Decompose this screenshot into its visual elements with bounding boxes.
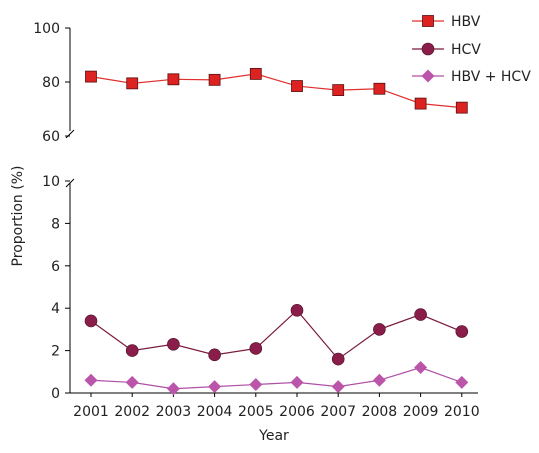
x-tick-label: 2009 bbox=[403, 404, 439, 420]
legend-item: HCV bbox=[412, 42, 481, 58]
data-point bbox=[84, 314, 98, 328]
data-point bbox=[125, 375, 139, 389]
y-tick-label: 4 bbox=[51, 301, 60, 317]
y-tick-label: 0 bbox=[51, 386, 60, 402]
y-axis-title: Proportion (%) bbox=[10, 166, 26, 267]
data-point bbox=[414, 97, 427, 110]
data-point bbox=[249, 342, 263, 355]
data-point bbox=[126, 77, 139, 90]
data-point bbox=[372, 373, 386, 387]
y-axis-break-upper bbox=[65, 129, 75, 139]
series-line bbox=[90, 366, 463, 390]
data-point bbox=[290, 375, 304, 389]
series-2 bbox=[84, 361, 469, 396]
y-tick-label: 10 bbox=[42, 174, 60, 190]
series-line bbox=[90, 73, 462, 109]
data-point bbox=[373, 82, 386, 95]
data-point bbox=[167, 73, 180, 86]
data-point bbox=[373, 323, 386, 336]
x-tick-label: 2003 bbox=[156, 404, 192, 420]
data-point bbox=[290, 304, 304, 317]
x-axis-title: Year bbox=[258, 428, 289, 444]
y-tick-label: 80 bbox=[42, 75, 60, 91]
x-tick-label: 2010 bbox=[444, 404, 480, 420]
x-tick-label: 2004 bbox=[197, 404, 233, 420]
legend-label: HCV bbox=[451, 42, 481, 58]
legend-label: HBV + HCV bbox=[451, 69, 531, 85]
data-point bbox=[166, 382, 180, 396]
x-tick-label: 2006 bbox=[279, 404, 315, 420]
series-1 bbox=[84, 304, 469, 366]
data-point bbox=[414, 308, 427, 321]
data-point bbox=[455, 375, 469, 389]
data-point bbox=[208, 348, 221, 362]
legend-marker bbox=[421, 69, 435, 83]
data-point bbox=[455, 101, 468, 114]
data-point bbox=[291, 80, 303, 92]
data-point bbox=[85, 70, 97, 83]
legend-item: HBV bbox=[412, 14, 481, 30]
data-point bbox=[208, 73, 221, 86]
series-layer bbox=[84, 68, 469, 396]
legend: HBV HCV HBV + HCV bbox=[412, 14, 531, 85]
x-tick-label: 2005 bbox=[238, 404, 274, 420]
legend-marker bbox=[422, 15, 434, 27]
data-point bbox=[249, 68, 262, 80]
series-0 bbox=[85, 68, 468, 114]
legend-marker bbox=[421, 42, 435, 56]
x-tick-label: 2002 bbox=[114, 404, 150, 420]
x-tick-label: 2008 bbox=[362, 404, 398, 420]
data-point bbox=[249, 378, 263, 392]
y-tick-label: 60 bbox=[42, 129, 60, 145]
data-point bbox=[208, 380, 222, 394]
y-tick-label: 6 bbox=[51, 259, 60, 275]
legend-item: HBV + HCV bbox=[412, 69, 531, 85]
data-point bbox=[331, 380, 345, 394]
x-tick-label: 2001 bbox=[73, 404, 109, 420]
data-point bbox=[414, 361, 428, 375]
series-line bbox=[90, 309, 463, 360]
axes: 0 2 4 6 8 10 60 80 100 2001 2002 2003 2004 2005 2006 20… bbox=[33, 21, 479, 420]
y-axis-break-lower bbox=[65, 178, 75, 188]
data-point bbox=[84, 373, 98, 387]
legend-label: HBV bbox=[451, 14, 481, 30]
x-tick-label: 2007 bbox=[320, 404, 356, 420]
y-tick-label: 8 bbox=[51, 216, 60, 232]
data-point bbox=[332, 84, 345, 96]
data-point bbox=[455, 325, 469, 338]
data-point bbox=[125, 344, 139, 357]
data-point bbox=[167, 337, 180, 351]
y-tick-label: 2 bbox=[51, 344, 60, 360]
data-point bbox=[331, 352, 345, 366]
y-tick-label: 100 bbox=[33, 21, 60, 37]
